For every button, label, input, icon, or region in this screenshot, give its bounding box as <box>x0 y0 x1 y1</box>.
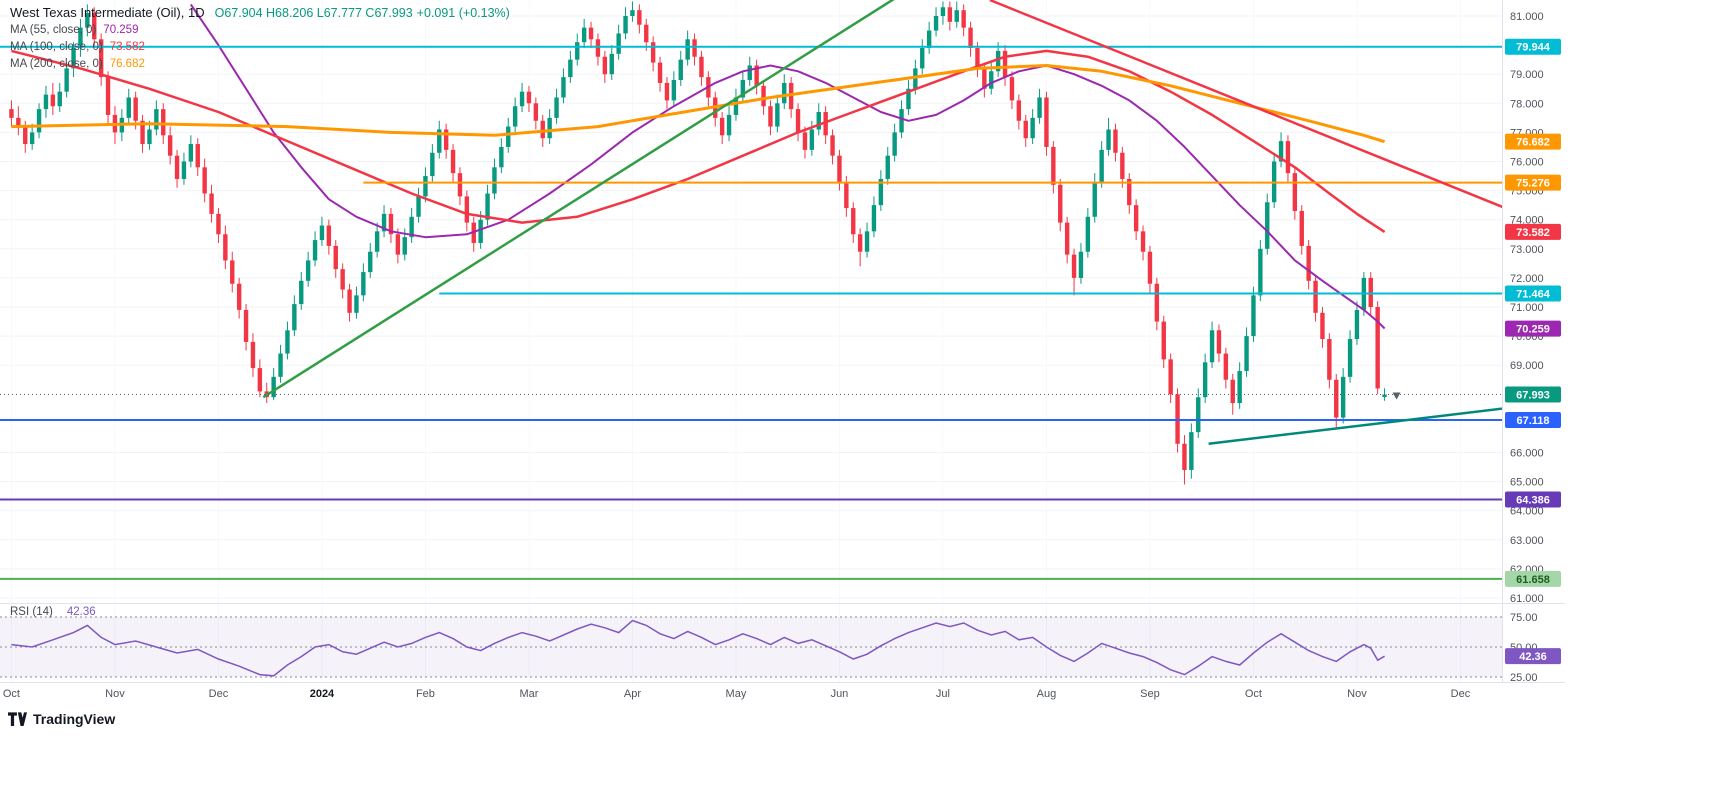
rsi-label: RSI (14) <box>10 606 53 618</box>
rsi-legend-row[interactable]: RSI (14) 42.36 <box>10 606 96 618</box>
svg-text:Feb: Feb <box>416 688 435 700</box>
svg-text:74.000: 74.000 <box>1510 215 1544 227</box>
rsi-value: 42.36 <box>66 606 96 618</box>
axis-badge-67.118: 67.118 <box>1505 411 1561 428</box>
svg-text:73.582: 73.582 <box>1516 227 1550 239</box>
axis-badge-73.582: 73.582 <box>1505 223 1561 240</box>
svg-text:76.682: 76.682 <box>1516 137 1550 149</box>
svg-text:64.000: 64.000 <box>1510 506 1544 518</box>
svg-text:75.276: 75.276 <box>1516 178 1550 190</box>
axis-badge-61.658: 61.658 <box>1505 570 1561 587</box>
svg-text:Aug: Aug <box>1037 688 1057 700</box>
svg-text:May: May <box>726 688 747 700</box>
svg-text:Mar: Mar <box>519 688 538 700</box>
price-axis[interactable]: 81.00079.00078.00077.00076.00075.00074.0… <box>1505 11 1561 684</box>
svg-text:79.944: 79.944 <box>1516 42 1551 54</box>
svg-text:Sep: Sep <box>1140 688 1160 700</box>
svg-text:76.000: 76.000 <box>1510 157 1544 169</box>
svg-text:Dec: Dec <box>209 688 229 700</box>
svg-text:70.259: 70.259 <box>1516 324 1550 336</box>
descending-trendline[interactable] <box>989 0 1505 209</box>
rsi-line[interactable] <box>11 619 1385 677</box>
svg-text:78.000: 78.000 <box>1510 98 1544 110</box>
svg-text:71.000: 71.000 <box>1510 302 1544 314</box>
svg-text:Jun: Jun <box>831 688 849 700</box>
svg-text:67.993: 67.993 <box>1516 390 1550 402</box>
svg-text:67.118: 67.118 <box>1516 415 1549 427</box>
svg-text:75.00: 75.00 <box>1510 612 1538 624</box>
svg-text:65.000: 65.000 <box>1510 477 1544 489</box>
grid <box>0 15 1502 599</box>
svg-text:64.386: 64.386 <box>1516 494 1550 506</box>
svg-text:63.000: 63.000 <box>1510 535 1544 547</box>
ma-100-line[interactable] <box>11 49 1386 233</box>
ma-55-line[interactable] <box>189 3 1386 330</box>
svg-text:79.000: 79.000 <box>1510 69 1544 81</box>
svg-text:Nov: Nov <box>1347 688 1367 700</box>
svg-text:Jul: Jul <box>936 688 950 700</box>
minor-support-trendline[interactable] <box>1208 407 1506 446</box>
svg-text:Apr: Apr <box>624 688 641 700</box>
svg-text:66.000: 66.000 <box>1510 448 1544 460</box>
axis-badge-76.682: 76.682 <box>1505 133 1561 150</box>
svg-text:81.000: 81.000 <box>1510 11 1544 23</box>
tradingview-logo-text: TradingView <box>33 711 116 727</box>
svg-text:71.464: 71.464 <box>1516 288 1551 300</box>
last-price-marker <box>1392 392 1401 400</box>
rsi-pane <box>0 616 1502 678</box>
svg-text:Oct: Oct <box>1245 688 1262 700</box>
svg-text:69.000: 69.000 <box>1510 360 1544 372</box>
tradingview-logo-icon <box>8 711 27 726</box>
axis-badge-64.386: 64.386 <box>1505 491 1561 508</box>
svg-text:73.000: 73.000 <box>1510 244 1544 256</box>
svg-text:Nov: Nov <box>105 688 125 700</box>
svg-text:61.658: 61.658 <box>1516 574 1550 586</box>
ascending-trendline[interactable] <box>262 0 895 399</box>
svg-text:2024: 2024 <box>310 688 335 700</box>
chart-canvas[interactable]: 81.00079.00078.00077.00076.00075.00074.0… <box>0 0 1565 705</box>
svg-text:61.000: 61.000 <box>1510 593 1544 605</box>
svg-text:72.000: 72.000 <box>1510 273 1544 285</box>
axis-badge-70.259: 70.259 <box>1505 320 1561 337</box>
svg-text:42.36: 42.36 <box>1519 651 1547 663</box>
svg-text:Oct: Oct <box>3 688 20 700</box>
time-axis[interactable]: Oct Nov Dec 2024 Feb Mar Apr May Jun Jul Aug Sep Oct… <box>3 688 1471 700</box>
chart-area: 81.000 79.000 78.000 77.000 76.000 75.000 74.0… <box>0 0 1565 727</box>
svg-text:Dec: Dec <box>1451 688 1471 700</box>
tradingview-logo[interactable]: TradingView <box>8 711 115 727</box>
svg-text:25.00: 25.00 <box>1510 672 1538 684</box>
axis-badge-75.276: 75.276 <box>1505 174 1561 191</box>
axis-badge-79.944: 79.944 <box>1505 38 1561 55</box>
axis-badge-71.464: 71.464 <box>1505 285 1561 302</box>
axis-badge-42.36: 42.36 <box>1505 648 1561 665</box>
axis-badge-67.993: 67.993 <box>1505 386 1561 403</box>
